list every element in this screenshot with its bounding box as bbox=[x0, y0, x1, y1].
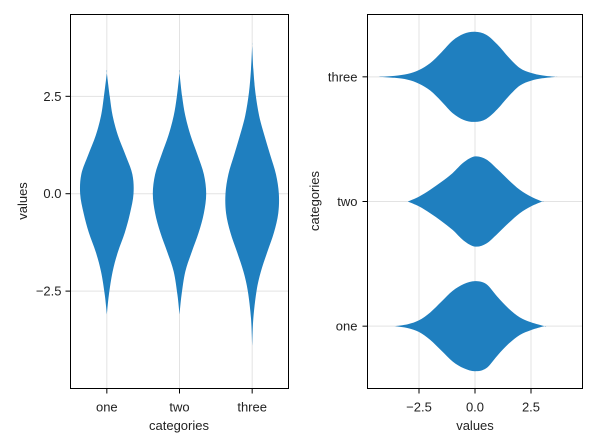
left-x-tick-label: three bbox=[237, 400, 267, 415]
right-x-tick-label: −2.5 bbox=[406, 400, 432, 415]
violin-one bbox=[79, 70, 134, 315]
left-y-tick-label: −2.5 bbox=[36, 284, 62, 299]
right-y-tick-label: one bbox=[336, 319, 358, 334]
right-ticks: −2.5 0.0 2.5 one two three bbox=[328, 69, 540, 414]
left-y-axis-label: values bbox=[15, 182, 30, 220]
right-y-tick-label: three bbox=[328, 69, 358, 84]
left-x-axis-label: categories bbox=[149, 418, 209, 433]
violin-three bbox=[225, 42, 280, 346]
left-panel-vertical-violins: −2.5 0.0 2.5 one two three categories values bbox=[15, 14, 289, 433]
violin-two bbox=[152, 70, 207, 315]
right-x-tick-label: 2.5 bbox=[522, 400, 540, 415]
left-y-tick-label: 2.5 bbox=[43, 89, 61, 104]
right-y-axis-label: categories bbox=[307, 171, 322, 231]
right-y-tick-label: two bbox=[337, 194, 357, 209]
right-violins bbox=[378, 31, 558, 372]
left-x-tick-label: one bbox=[96, 400, 118, 415]
left-x-tick-label: two bbox=[169, 400, 189, 415]
right-x-axis-label: values bbox=[456, 418, 494, 433]
right-x-tick-label: 0.0 bbox=[466, 400, 484, 415]
left-violins bbox=[79, 42, 280, 346]
left-y-tick-label: 0.0 bbox=[43, 186, 61, 201]
right-panel-horizontal-violins: −2.5 0.0 2.5 one two three values categories bbox=[307, 14, 583, 433]
left-ticks: −2.5 0.0 2.5 one two three bbox=[36, 89, 267, 415]
violin-three bbox=[378, 31, 558, 122]
violin-two bbox=[407, 156, 544, 247]
violin-one bbox=[394, 281, 547, 372]
